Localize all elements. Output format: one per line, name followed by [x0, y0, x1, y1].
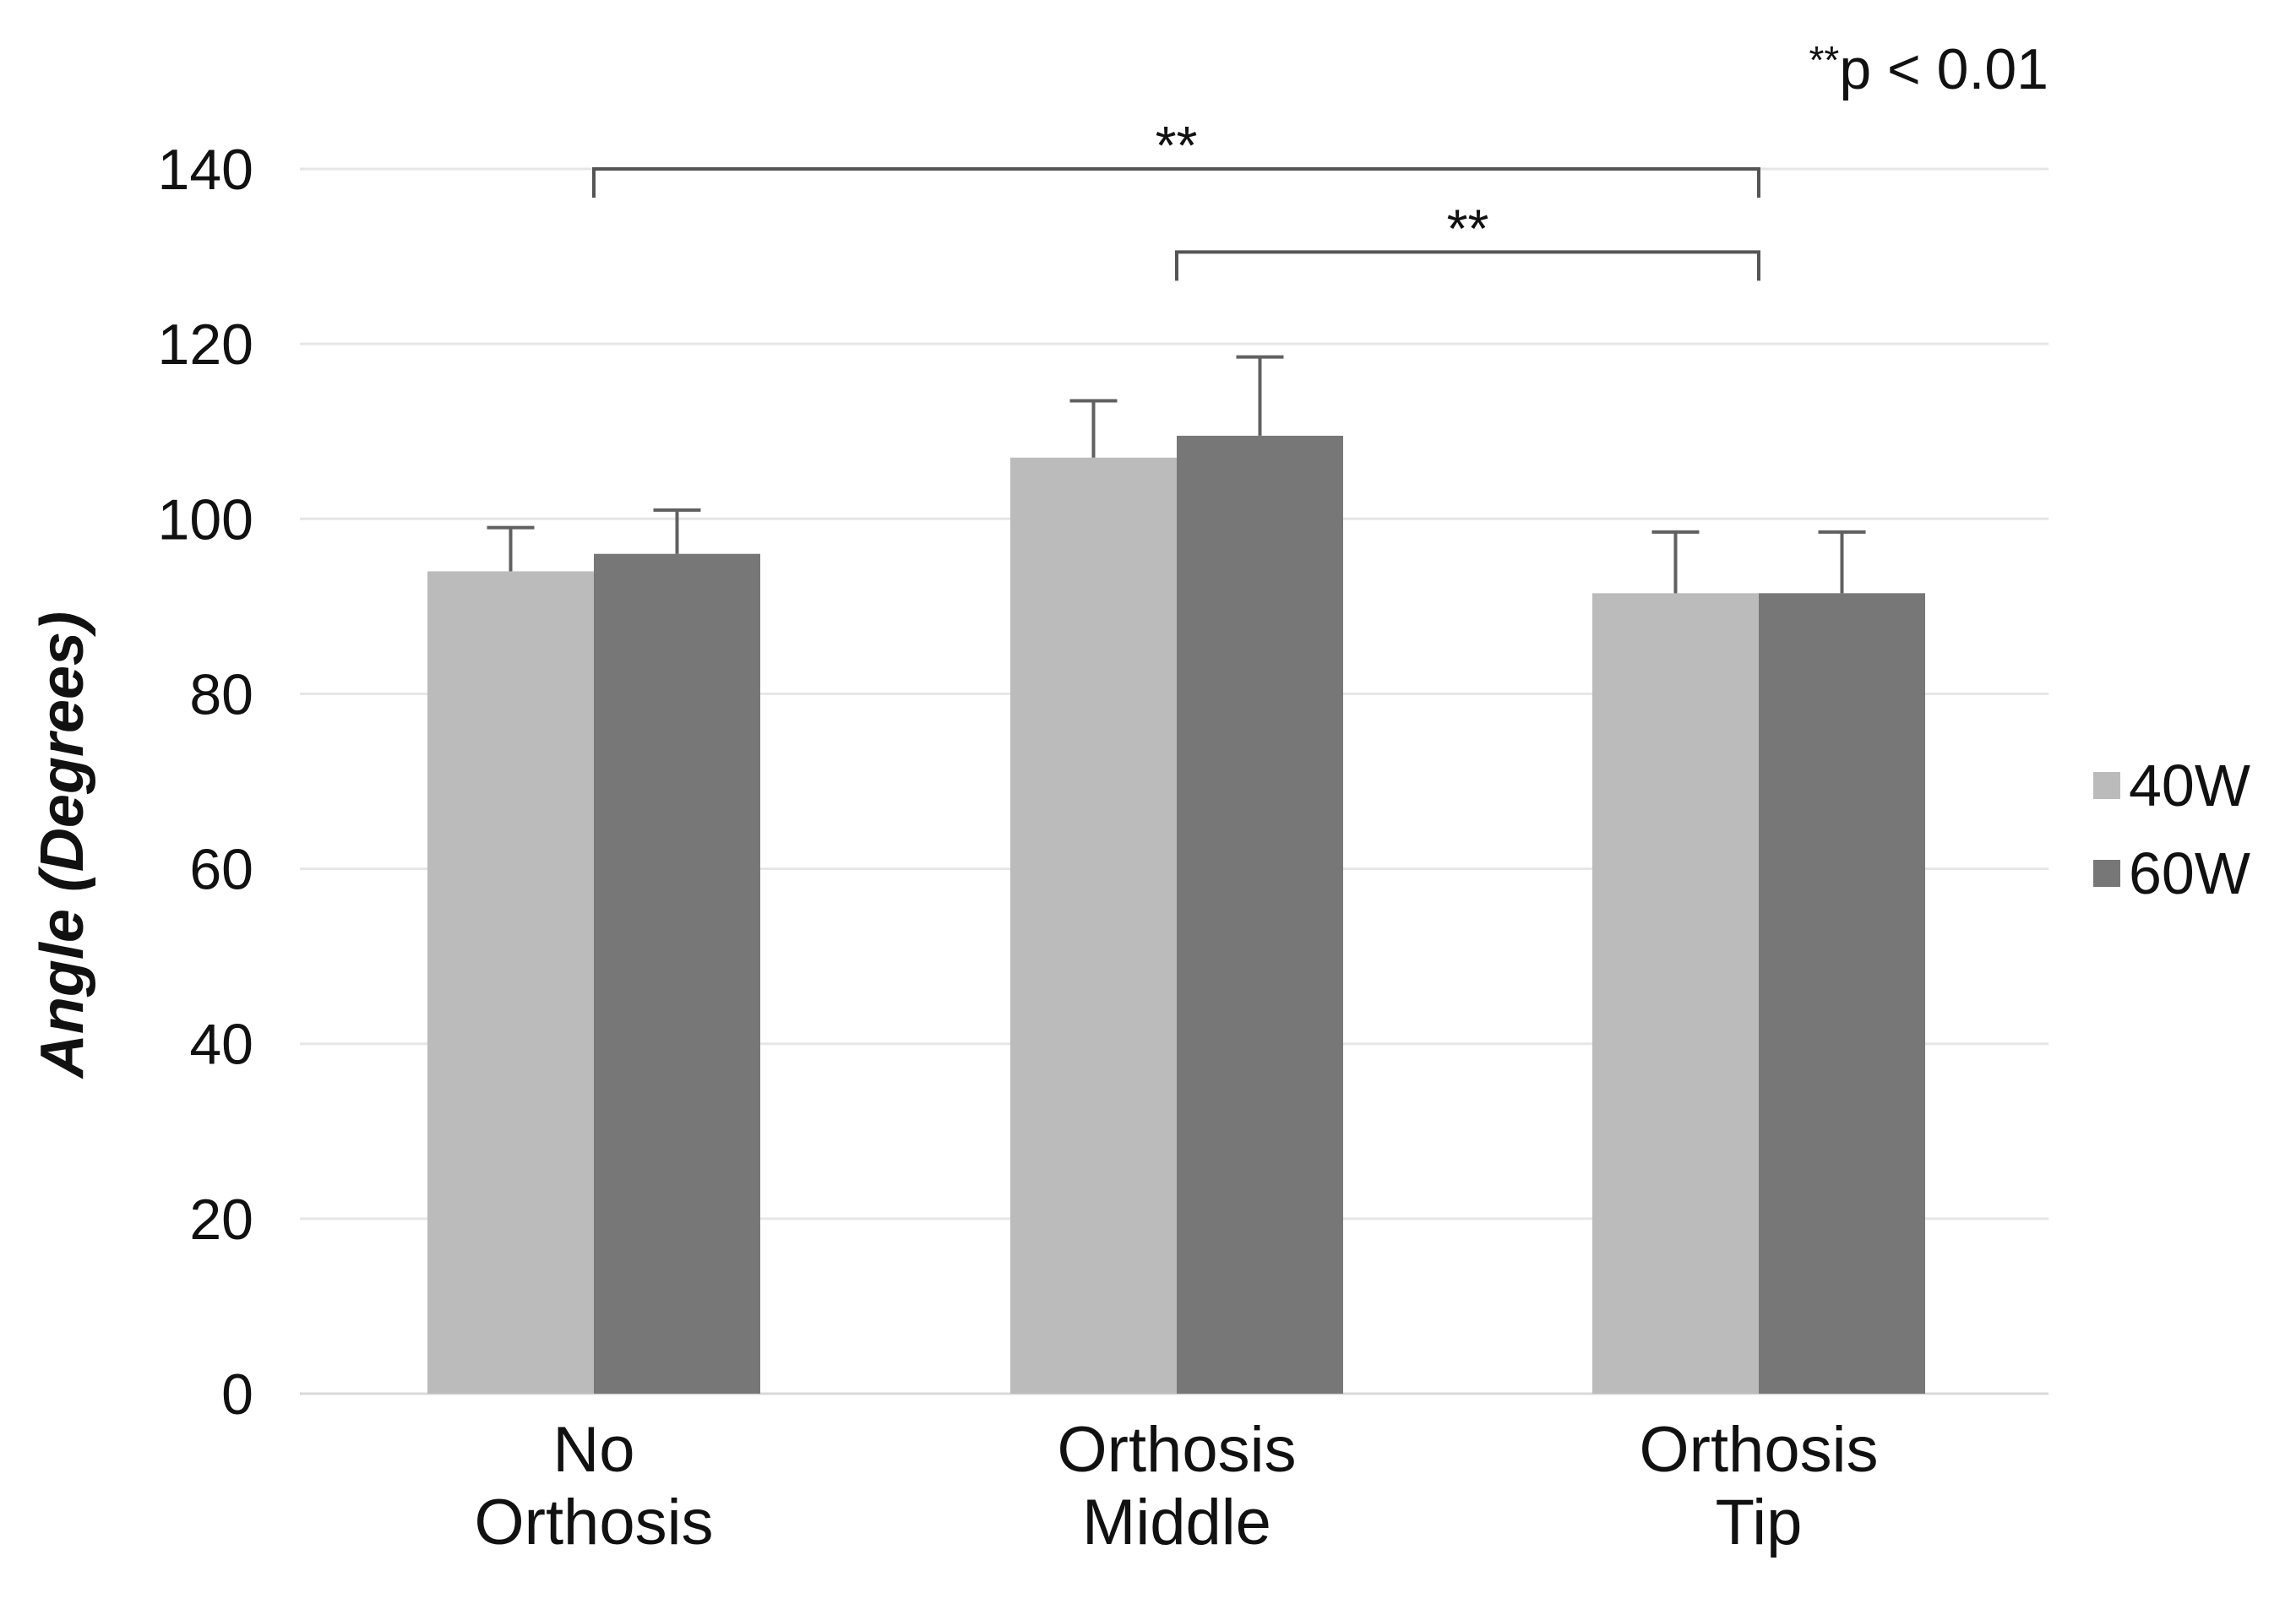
y-axis-title: Angle (Degrees) [29, 612, 96, 1079]
bracket-label: ** [1447, 198, 1489, 258]
x-tick-label-line: Orthosis [1058, 1414, 1297, 1486]
error-bar [1818, 530, 1866, 594]
x-tick-label-line: Middle [1082, 1487, 1271, 1558]
error-bar [1236, 355, 1284, 436]
bar-60w-0 [594, 553, 760, 1394]
error-bar [487, 525, 535, 572]
legend-swatch [2093, 772, 2120, 799]
y-axis-ticks: 0 20 40 60 80 100 120 140 [158, 138, 253, 1427]
bar-40w-0 [427, 571, 594, 1394]
y-tick-label: 60 [189, 838, 253, 902]
error-bar [653, 508, 701, 554]
bracket-label: ** [1156, 115, 1198, 176]
significance-note-text: p < 0.01 [1839, 37, 2048, 101]
y-tick-label: 140 [158, 138, 253, 202]
y-tick-label: 80 [189, 662, 253, 726]
x-tick-label: Orthosis Middle [1058, 1414, 1297, 1558]
x-tick-label-line: No [552, 1414, 634, 1486]
x-tick-label-line: Orthosis [1640, 1414, 1879, 1486]
x-tick-label-line: Tip [1716, 1487, 1803, 1558]
error-bars [487, 355, 1866, 594]
y-tick-label: 100 [158, 487, 253, 552]
bar-40w-1 [1010, 457, 1177, 1395]
y-tick-label: 20 [189, 1188, 253, 1252]
bracket-line [592, 167, 1760, 198]
bars [427, 435, 1925, 1395]
bar-60w-1 [1177, 435, 1343, 1395]
bracket-line [1175, 250, 1760, 281]
legend-swatch [2093, 860, 2120, 887]
significance-bracket: ** [592, 115, 1760, 198]
x-tick-label: No Orthosis [475, 1414, 714, 1558]
error-bar [1069, 399, 1118, 458]
y-tick-label: 40 [189, 1013, 253, 1077]
x-tick-label-line: Orthosis [475, 1487, 714, 1558]
legend-label: 40W [2129, 753, 2250, 818]
significance-note-marker: ** [1809, 38, 1840, 82]
bar-60w-2 [1759, 593, 1925, 1394]
significance-brackets: ** ** [592, 115, 1760, 281]
bar-40w-2 [1592, 593, 1759, 1394]
legend-item-40w: 40W [2093, 753, 2250, 818]
y-tick-label: 0 [221, 1362, 253, 1427]
legend-item-60w: 60W [2093, 840, 2250, 906]
significance-bracket: ** [1175, 198, 1760, 281]
error-bar [1651, 530, 1700, 594]
legend-label: 60W [2129, 840, 2250, 906]
y-tick-label: 120 [158, 313, 253, 377]
x-tick-label: Orthosis Tip [1640, 1414, 1879, 1558]
significance-note: **p < 0.01 [1809, 37, 2048, 101]
